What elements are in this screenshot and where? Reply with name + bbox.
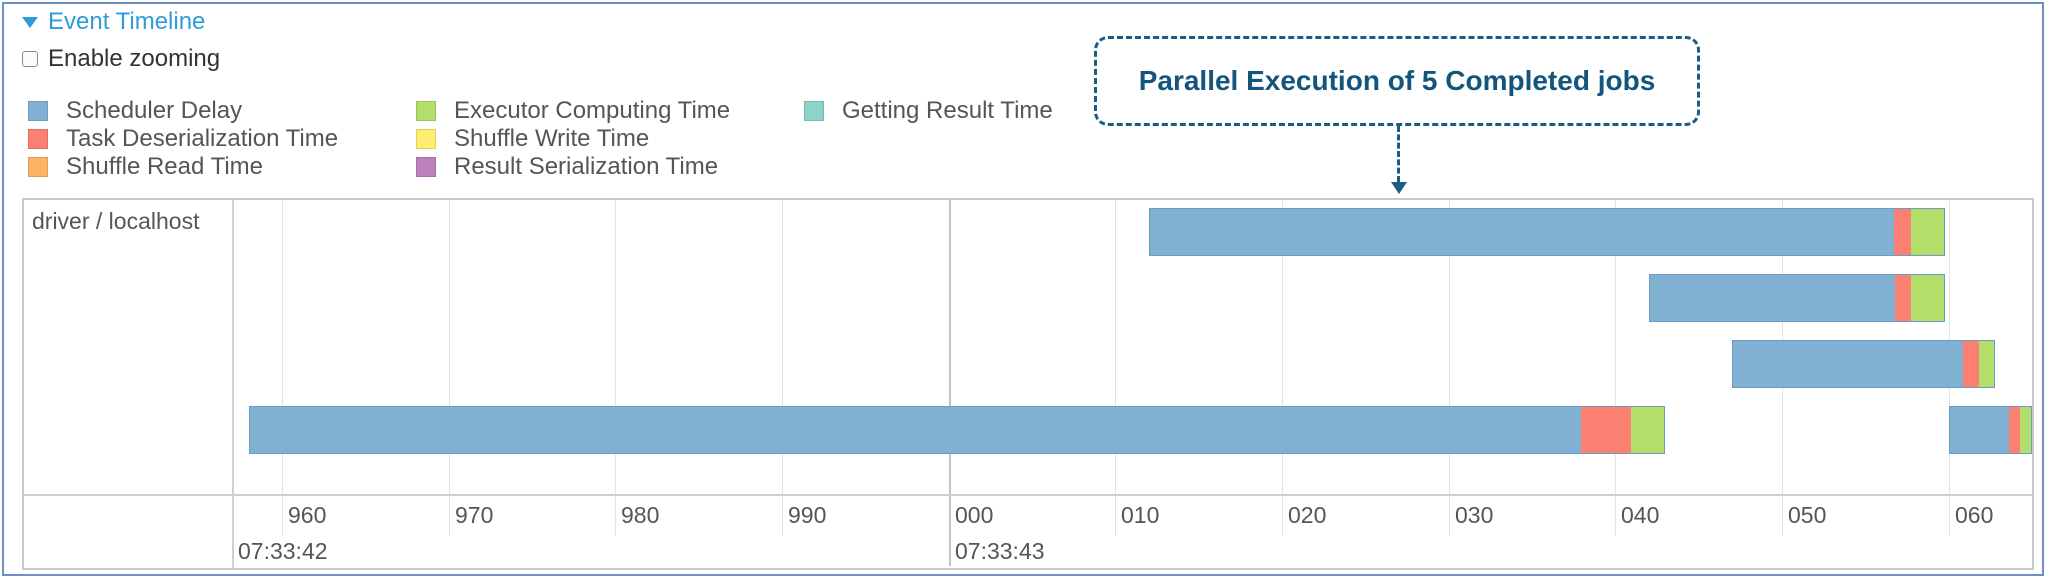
task-segment-task-deserialization	[1581, 407, 1632, 453]
callout-text: Parallel Execution of 5 Completed jobs	[1138, 65, 1656, 96]
task-bar[interactable]	[1732, 340, 1996, 388]
legend-swatch	[804, 101, 824, 121]
callout-box: Parallel Execution of 5 Completed jobs	[1094, 36, 1700, 126]
event-timeline-toggle[interactable]: Event Timeline	[22, 8, 205, 36]
task-segment-executor-computing	[2020, 407, 2031, 453]
axis-tick-label: 030	[1455, 502, 1494, 528]
task-segment-executor-computing	[1911, 275, 1945, 321]
axis-tick	[449, 496, 450, 536]
section-title: Event Timeline	[48, 8, 206, 35]
legend-item: Task Deserialization Time	[28, 125, 339, 152]
gridline	[1449, 200, 1450, 494]
legend-label: Shuffle Read Time	[66, 153, 264, 180]
gridline	[1615, 200, 1616, 494]
legend-swatch	[28, 101, 48, 121]
legend-item: Shuffle Read Time	[28, 153, 264, 180]
legend-label: Shuffle Write Time	[454, 125, 650, 152]
axis-tick-label: 050	[1788, 502, 1827, 528]
task-segment-scheduler-delay	[249, 407, 1582, 453]
task-bar[interactable]	[1148, 208, 1946, 256]
legend-item: Result Serialization Time	[416, 153, 719, 180]
gridline	[949, 200, 951, 494]
gridline	[615, 200, 616, 494]
task-segment-executor-computing	[1979, 341, 1995, 387]
task-segment-task-deserialization	[1894, 275, 1912, 321]
axis-tick	[1615, 496, 1616, 536]
axis-tick	[949, 496, 951, 566]
gridline	[1282, 200, 1283, 494]
axis-tick	[1115, 496, 1116, 536]
legend-item: Scheduler Delay	[28, 97, 243, 124]
task-segment-task-deserialization	[2008, 407, 2021, 453]
task-segment-scheduler-delay	[1949, 407, 2009, 453]
legend-item: Shuffle Write Time	[416, 125, 650, 152]
gridline	[282, 200, 283, 494]
legend-item: Getting Result Time	[804, 97, 1053, 124]
axis-tick-label: 040	[1621, 502, 1660, 528]
task-bar[interactable]	[1648, 274, 1946, 322]
axis-tick	[615, 496, 616, 536]
axis-tick-label: 000	[955, 502, 994, 528]
task-segment-task-deserialization	[1962, 341, 1980, 387]
expand-triangle-icon	[22, 16, 38, 28]
task-bar[interactable]	[1948, 406, 2032, 454]
axis-divider	[24, 494, 2032, 496]
axis-tick	[782, 496, 783, 536]
task-segment-scheduler-delay	[1733, 341, 1963, 387]
axis-tick-label: 970	[455, 502, 494, 528]
enable-zooming-label: Enable zooming	[48, 45, 221, 72]
axis-tick	[1782, 496, 1783, 536]
legend-label: Executor Computing Time	[454, 97, 731, 124]
legend-swatch	[28, 129, 48, 149]
legend-swatch	[416, 129, 436, 149]
timeline-group-label: driver / localhost	[32, 208, 200, 234]
task-segment-executor-computing	[1631, 407, 1665, 453]
task-segment-scheduler-delay	[1149, 209, 1895, 255]
task-segment-task-deserialization	[1894, 209, 1912, 255]
callout-connector	[1397, 126, 1400, 182]
axis-tick-label: 960	[288, 502, 327, 528]
legend-swatch	[28, 157, 48, 177]
axis-major-label: 07:33:43	[955, 538, 1045, 564]
axis-tick	[282, 496, 283, 536]
axis-tick-label: 980	[621, 502, 660, 528]
legend-label: Getting Result Time	[842, 97, 1053, 124]
legend-label: Scheduler Delay	[66, 97, 243, 124]
legend-item: Executor Computing Time	[416, 97, 731, 124]
task-bar[interactable]	[248, 406, 1666, 454]
group-divider	[232, 200, 234, 568]
callout-arrow-icon	[1391, 182, 1407, 194]
axis-tick	[1282, 496, 1283, 536]
axis-tick-label: 060	[1955, 502, 1994, 528]
legend-label: Task Deserialization Time	[66, 125, 339, 152]
enable-zooming-option[interactable]: Enable zooming	[22, 44, 220, 74]
gridline	[1115, 200, 1116, 494]
gridline	[782, 200, 783, 494]
legend-swatch	[416, 157, 436, 177]
axis-tick	[1449, 496, 1450, 536]
legend-swatch	[416, 101, 436, 121]
gridline	[449, 200, 450, 494]
timeline-chart[interactable]: driver / localhost 960 970 980 990 000 010 020…	[22, 198, 2034, 570]
axis-tick-label: 990	[788, 502, 827, 528]
enable-zooming-checkbox[interactable]	[22, 51, 38, 67]
axis-tick-label: 020	[1288, 502, 1327, 528]
legend-label: Result Serialization Time	[454, 153, 719, 180]
task-segment-scheduler-delay	[1649, 275, 1895, 321]
axis-tick	[1949, 496, 1950, 536]
axis-major-label: 07:33:42	[238, 538, 328, 564]
task-segment-executor-computing	[1911, 209, 1945, 255]
axis-tick-label: 010	[1121, 502, 1160, 528]
